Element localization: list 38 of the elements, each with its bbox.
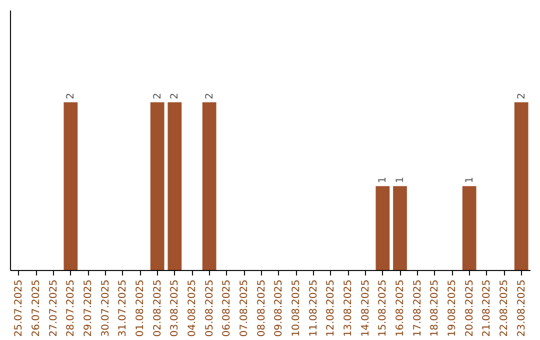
x-tick-label: 08.08.2025 [256,280,268,337]
x-tick-label: 01.08.2025 [135,280,146,337]
x-tick-label: 25.07.2025 [14,280,25,337]
data-label: 2 [516,92,528,100]
x-tick-label: 30.07.2025 [100,280,112,337]
x-tick-label: 29.07.2025 [83,280,94,337]
x-tick-label: 04.08.2025 [187,280,198,337]
data-label: 1 [395,176,406,184]
x-tick-label: 11.08.2025 [308,280,320,337]
data-label: 2 [66,92,77,100]
x-tick-label: 05.08.2025 [204,280,216,337]
x-tick-label: 09.08.2025 [274,280,285,337]
x-tick-label: 13.08.2025 [343,280,354,337]
x-tick-label: 28.07.2025 [66,280,77,337]
x-tick-label: 14.08.2025 [360,280,372,337]
data-label: 2 [204,92,216,100]
x-tick-label: 02.08.2025 [152,280,164,337]
x-tick-label: 12.08.2025 [326,280,337,337]
x-tick-label: 31.07.2025 [118,280,129,337]
x-tick-label: 19.08.2025 [447,280,458,337]
data-label: 1 [378,176,389,184]
x-tick-label: 03.08.2025 [170,280,181,337]
data-label: 2 [152,92,164,100]
x-tick-label: 20.08.2025 [464,280,476,337]
x-tick-label: 23.08.2025 [516,280,528,337]
x-tick-label: 06.08.2025 [222,280,233,337]
data-label: 2 [170,92,181,100]
x-tick-label: 18.08.2025 [430,280,441,337]
x-tick-label: 27.07.2025 [48,280,60,337]
x-tick-label: 15.08.2025 [378,280,389,337]
data-label: 1 [464,176,476,184]
x-tick-label: 22.08.2025 [499,280,510,337]
x-tick-label: 26.07.2025 [31,280,42,337]
x-tick-label: 10.08.2025 [291,280,302,337]
x-tick-label: 16.08.2025 [395,280,406,337]
x-tick-label: 21.08.2025 [482,280,493,337]
x-tick-label: 07.08.2025 [239,280,250,337]
x-tick-label: 17.08.2025 [412,280,424,337]
